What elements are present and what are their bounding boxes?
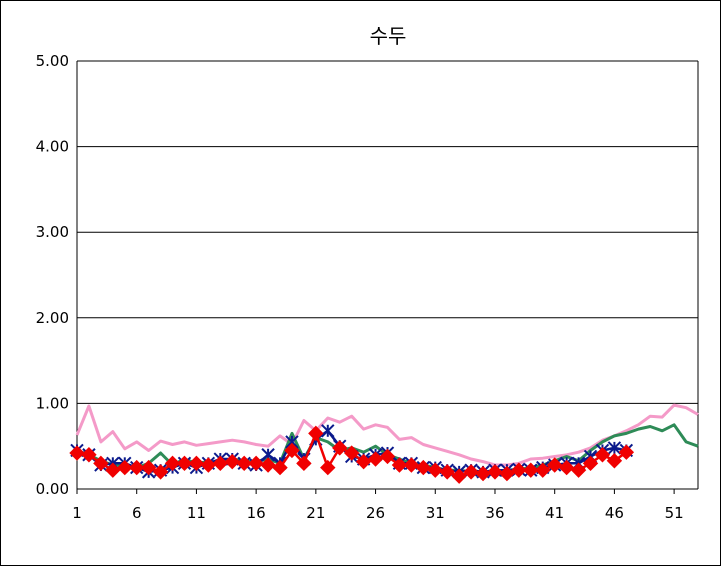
series-4-point xyxy=(69,445,85,461)
x-tick-label: 6 xyxy=(132,504,142,522)
series-4-point xyxy=(140,459,157,476)
series-4-point xyxy=(451,468,467,484)
series-4-point xyxy=(499,465,515,482)
series-4-point xyxy=(93,455,109,472)
series-4-point xyxy=(463,464,479,480)
x-tick-label: 41 xyxy=(545,504,564,522)
series-4-point xyxy=(81,447,97,463)
series-4-point xyxy=(212,455,229,472)
series-4-point xyxy=(606,453,623,469)
series-4-point xyxy=(260,457,276,473)
y-tick-label: 2.00 xyxy=(36,309,69,327)
y-tick-label: 4.00 xyxy=(36,138,69,156)
x-tick-label: 16 xyxy=(247,504,266,522)
series-4-point xyxy=(200,457,217,473)
series-4-point xyxy=(343,445,360,461)
y-tick-label: 5.00 xyxy=(36,52,69,70)
series-4-point xyxy=(152,464,169,480)
series-4-point xyxy=(284,442,300,459)
series-4-point xyxy=(117,459,133,476)
series-4-point xyxy=(439,464,455,480)
x-tick-label: 26 xyxy=(366,504,385,522)
x-tick-label: 21 xyxy=(306,504,325,522)
series-4-point xyxy=(188,455,205,472)
series-4-point xyxy=(129,459,145,476)
series-4-point xyxy=(164,455,181,472)
series-4-point xyxy=(176,455,193,472)
series-4-point xyxy=(523,462,539,478)
series-4-point xyxy=(403,457,420,473)
series-3-point xyxy=(607,441,622,455)
series-4-point xyxy=(594,447,611,463)
series-4-point xyxy=(391,457,408,473)
series-4-point xyxy=(570,462,587,478)
y-tick-label: 0.00 xyxy=(36,480,69,498)
series-1-line xyxy=(75,403,699,467)
series-4-point xyxy=(487,464,503,480)
series-4-point xyxy=(272,459,288,476)
series-4-point xyxy=(296,455,312,472)
x-tick-label: 36 xyxy=(485,504,504,522)
series-4-point xyxy=(332,440,348,456)
series-4-point xyxy=(379,448,396,465)
series-4-point xyxy=(511,462,527,478)
series-4-point xyxy=(308,425,324,442)
x-tick-label: 11 xyxy=(187,504,206,522)
series-4-point xyxy=(535,462,551,478)
series-4-point xyxy=(248,455,264,472)
series-4-point xyxy=(582,455,599,472)
x-tick-label: 51 xyxy=(665,504,684,522)
x-tick-label: 31 xyxy=(426,504,445,522)
series-4-point xyxy=(415,459,432,476)
series-4-point xyxy=(475,465,491,482)
series-4-point xyxy=(558,459,575,476)
y-tick-label: 3.00 xyxy=(36,223,69,241)
series-4-point xyxy=(546,457,563,473)
series-4-point xyxy=(236,455,252,472)
x-tick-label: 46 xyxy=(605,504,624,522)
x-tick-label: 1 xyxy=(72,504,82,522)
series-4-point xyxy=(224,453,240,470)
series-4-point xyxy=(320,459,336,476)
series-4-point xyxy=(427,462,443,478)
series-4-point xyxy=(618,444,635,460)
chart-title: 수두 xyxy=(370,24,407,48)
y-tick-label: 1.00 xyxy=(36,394,69,412)
series-3-point xyxy=(321,424,335,438)
